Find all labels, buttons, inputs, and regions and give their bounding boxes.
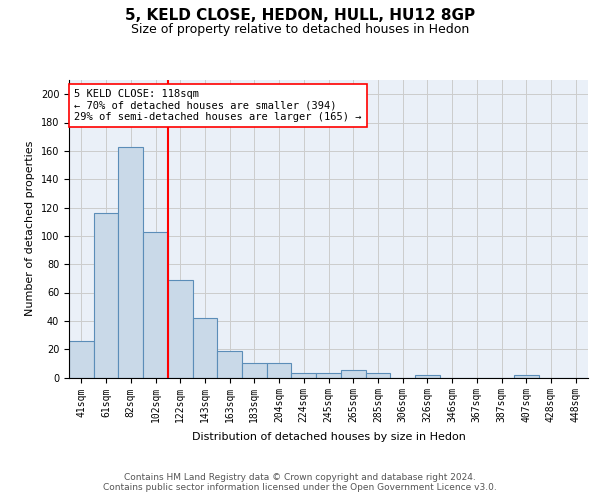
Bar	[143, 232, 168, 378]
Bar	[94, 213, 118, 378]
Text: Size of property relative to detached houses in Hedon: Size of property relative to detached ho…	[131, 22, 469, 36]
Bar	[514, 374, 539, 378]
Bar	[267, 364, 292, 378]
Y-axis label: Number of detached properties: Number of detached properties	[25, 141, 35, 316]
Bar	[415, 374, 440, 378]
Bar	[193, 318, 217, 378]
Bar	[217, 350, 242, 378]
Text: Contains HM Land Registry data © Crown copyright and database right 2024.
Contai: Contains HM Land Registry data © Crown c…	[103, 472, 497, 492]
Bar	[316, 373, 341, 378]
Bar	[292, 373, 316, 378]
Text: Distribution of detached houses by size in Hedon: Distribution of detached houses by size …	[192, 432, 466, 442]
Bar	[168, 280, 193, 378]
Bar	[365, 373, 390, 378]
Bar	[69, 340, 94, 378]
Bar	[242, 364, 267, 378]
Text: 5 KELD CLOSE: 118sqm
← 70% of detached houses are smaller (394)
29% of semi-deta: 5 KELD CLOSE: 118sqm ← 70% of detached h…	[74, 89, 362, 122]
Text: 5, KELD CLOSE, HEDON, HULL, HU12 8GP: 5, KELD CLOSE, HEDON, HULL, HU12 8GP	[125, 8, 475, 22]
Bar	[118, 146, 143, 378]
Bar	[341, 370, 365, 378]
